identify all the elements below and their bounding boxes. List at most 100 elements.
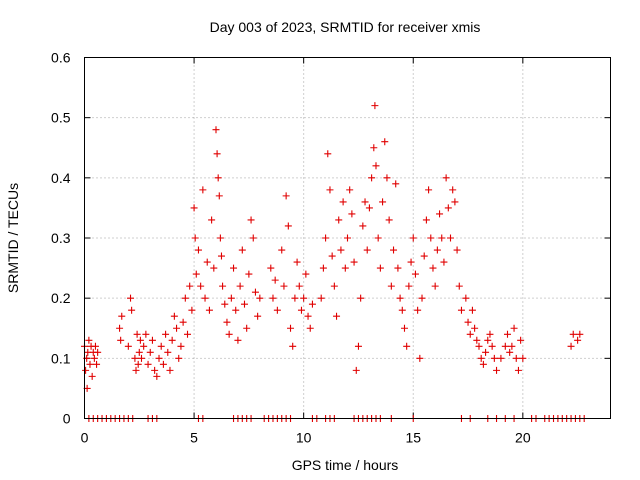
series-srmtid-point (291, 294, 299, 302)
series-srmtid-point (240, 300, 248, 308)
series-srmtid-point (134, 360, 142, 368)
series-srmtid-point (308, 300, 316, 308)
series-srmtid-point (203, 258, 211, 266)
series-srmtid-point (468, 306, 476, 314)
series-srmtid-point (392, 180, 400, 188)
series-srmtid-point (416, 354, 424, 362)
series-srmtid-point (390, 246, 398, 254)
series-srmtid-point (293, 258, 301, 266)
series-srmtid-point (574, 336, 582, 344)
series-srmtid-point (457, 306, 465, 314)
series-srmtid-point (168, 336, 176, 344)
series-srmtid-point (512, 354, 520, 362)
y-tick-label: 0.6 (51, 50, 71, 66)
x-tick-label: 20 (515, 430, 531, 446)
series-srmtid-point (173, 324, 181, 332)
series-srmtid-point (425, 186, 433, 194)
series-srmtid-point (232, 306, 240, 314)
series-srmtid-point (179, 318, 187, 326)
series-srmtid-point (319, 264, 327, 272)
series-srmtid-point (576, 330, 584, 338)
series-srmtid-point (431, 282, 439, 290)
series-srmtid-point (273, 306, 281, 314)
series-srmtid-point (344, 234, 351, 242)
series-srmtid-point (85, 336, 93, 344)
series-srmtid-point (254, 312, 262, 320)
series-srmtid-point (142, 330, 150, 338)
series-srmtid-point (341, 264, 349, 272)
series-srmtid-point (466, 330, 474, 338)
series-srmtid-point (365, 204, 373, 212)
series-srmtid-point (411, 270, 419, 278)
series-srmtid-point (444, 204, 452, 212)
series-srmtid-point (354, 342, 362, 350)
series-srmtid-point (385, 216, 393, 224)
series-srmtid-point (370, 144, 378, 152)
series-srmtid-point (519, 354, 527, 362)
series-srmtid-point (514, 366, 522, 374)
series-srmtid-point (135, 348, 143, 356)
series-srmtid-point (471, 324, 479, 332)
series-srmtid-point (212, 126, 220, 134)
series-srmtid-point (486, 330, 494, 338)
series-srmtid-point (396, 294, 404, 302)
series-srmtid-point (214, 174, 222, 182)
series-srmtid-point (225, 330, 233, 338)
series-srmtid-point (295, 282, 303, 290)
x-tick-label: 15 (405, 430, 421, 446)
series-srmtid-point (140, 342, 148, 350)
series-srmtid-point (477, 354, 485, 362)
series-srmtid-point (455, 282, 463, 290)
y-tick-label: 0 (63, 411, 71, 427)
series-srmtid-point (517, 336, 525, 344)
series-srmtid-point (194, 246, 202, 254)
series-srmtid-point (400, 324, 408, 332)
series-srmtid-point (166, 366, 174, 374)
series-srmtid-point (124, 342, 132, 350)
series-srmtid-point (93, 360, 101, 368)
series-srmtid-point (215, 192, 223, 200)
series-srmtid-point (453, 246, 461, 254)
series-srmtid-point (278, 246, 286, 254)
series-srmtid-point (371, 102, 379, 110)
series-srmtid-point (191, 234, 199, 242)
series-srmtid-point (256, 294, 264, 302)
series-srmtid-point (151, 366, 159, 374)
series-srmtid-point (227, 294, 235, 302)
series-srmtid-point (164, 348, 172, 356)
series-srmtid-point (280, 282, 288, 290)
y-tick-label: 0.1 (51, 350, 71, 366)
series-srmtid-point (238, 246, 246, 254)
series-srmtid-point (497, 354, 505, 362)
series-srmtid-point (322, 234, 330, 242)
series-srmtid-point (131, 354, 139, 362)
series-srmtid-point (269, 294, 277, 302)
series-srmtid-point (374, 234, 382, 242)
series-srmtid-point (473, 336, 481, 344)
series-srmtid-point (302, 270, 310, 278)
series-srmtid-point (146, 348, 154, 356)
series-srmtid-point (422, 216, 430, 224)
series-srmtid-point (317, 294, 325, 302)
series-srmtid-point (383, 174, 391, 182)
plot-frame (84, 57, 611, 419)
series-srmtid-point (398, 306, 406, 314)
series-srmtid-point (219, 282, 227, 290)
series-srmtid-point (144, 360, 152, 368)
series-srmtid-point (216, 234, 224, 242)
series-srmtid-point (429, 264, 437, 272)
series-srmtid-point (328, 252, 336, 260)
series-srmtid-point (387, 282, 395, 290)
series-srmtid-point (482, 348, 490, 356)
series-srmtid-point (247, 216, 255, 224)
series-srmtid-point (199, 186, 207, 194)
series-srmtid-point (249, 234, 257, 242)
series-srmtid-point (484, 336, 492, 344)
series-srmtid-point (210, 264, 218, 272)
series-srmtid-point (181, 294, 189, 302)
series-srmtid-point (352, 366, 360, 374)
series-srmtid-point (170, 312, 178, 320)
series-srmtid-point (190, 204, 198, 212)
series-srmtid-point (205, 306, 213, 314)
series-srmtid-point (326, 186, 334, 194)
